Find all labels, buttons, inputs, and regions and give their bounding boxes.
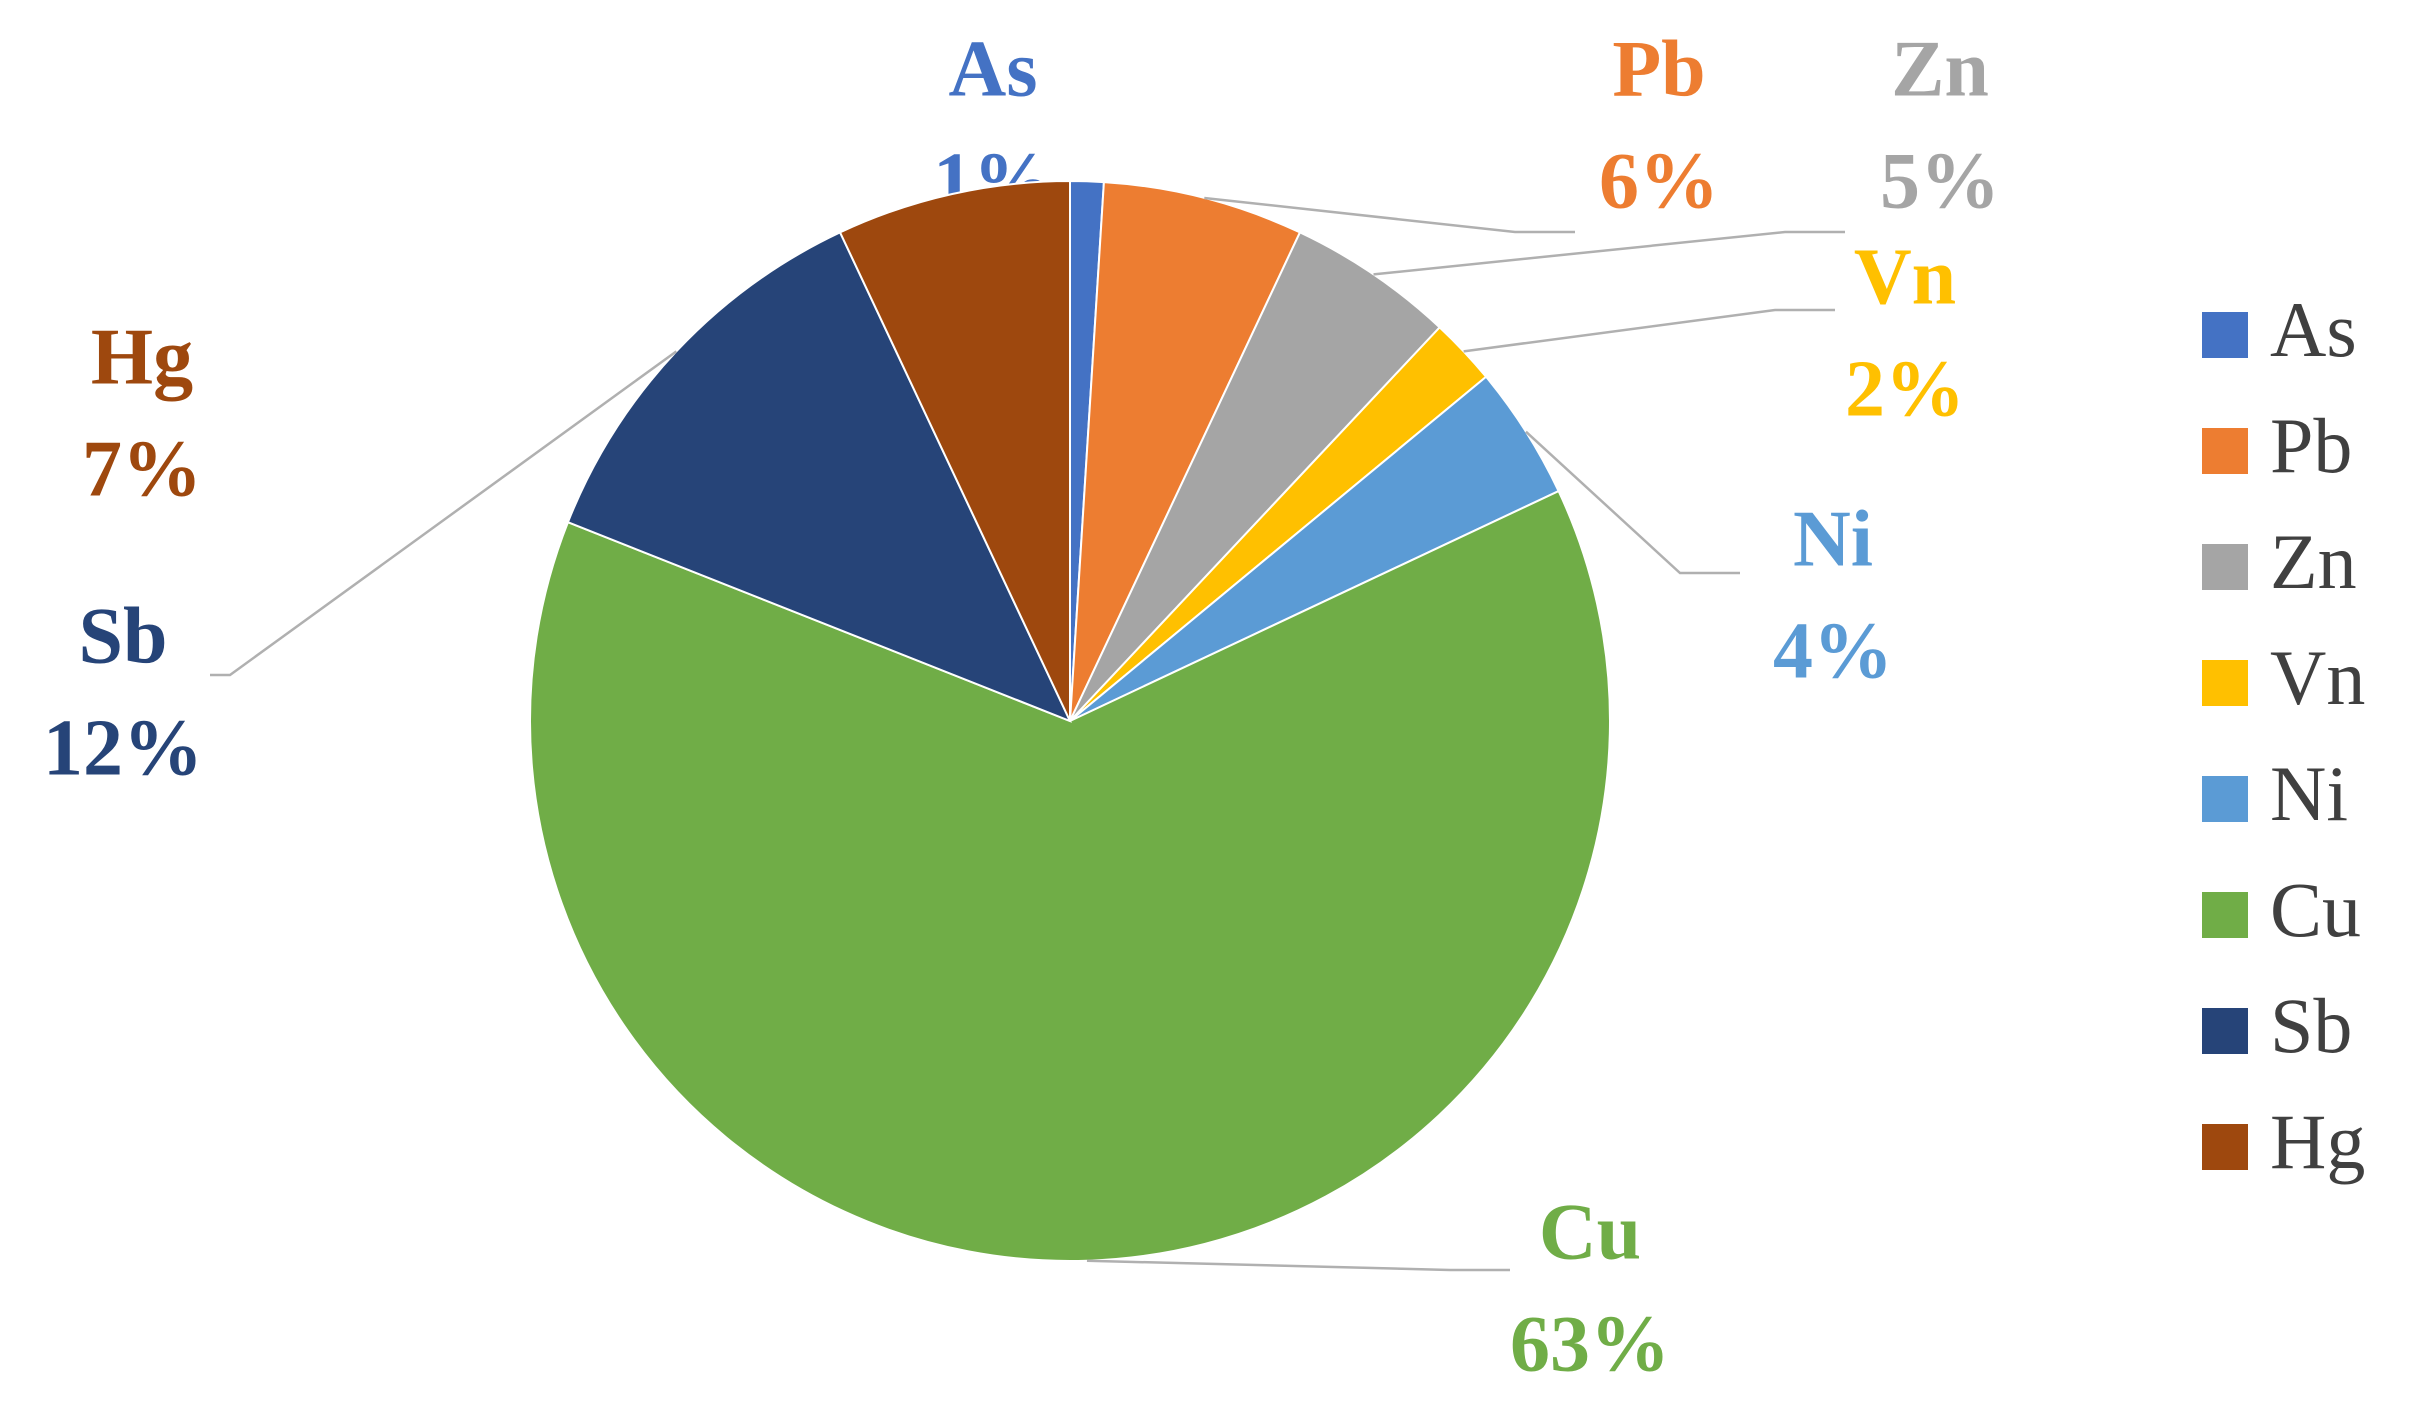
legend-label: As [2270,286,2357,373]
data-label-name: As [949,25,1038,113]
leader-line [1525,430,1740,575]
pie-slice [838,179,1071,722]
pie-slice [566,231,1072,723]
legend-label: Pb [2270,402,2352,489]
data-label-name: Vn [1854,233,1956,321]
legend-swatch [2202,428,2248,474]
leader-line [1204,196,1575,234]
data-label-name: Ni [1793,495,1873,583]
legend-swatch [2202,660,2248,706]
data-label-name: Pb [1612,25,1705,113]
data-label-value: 5% [1880,137,2000,225]
data-label-name: Zn [1891,25,1989,113]
legend-swatch [2202,1124,2248,1170]
data-label-value: 2% [1845,345,1965,433]
data-label-value: 6% [1599,137,1719,225]
data-label-name: Sb [79,592,168,680]
pie-slice [529,489,1611,1262]
data-label-name: Hg [91,313,193,401]
data-label-value: 12% [43,704,203,792]
pie-slice [1069,231,1442,722]
data-label-value: 7% [82,425,202,513]
legend-swatch [2202,544,2248,590]
leader-line [1463,308,1835,353]
legend-swatch [2202,776,2248,822]
leader-line [1373,230,1845,276]
legend-label: Ni [2270,750,2348,837]
legend-label: Vn [2270,634,2365,721]
legend-swatch [2202,892,2248,938]
pie-slice [1069,181,1302,722]
legend-label: Zn [2270,518,2357,605]
legend-swatch [2202,312,2248,358]
legend-label: Hg [2270,1098,2365,1185]
leader-line [1086,1259,1510,1272]
data-label-value: 4% [1773,607,1893,695]
legend-label: Sb [2270,982,2352,1069]
data-label-name: Cu [1539,1188,1641,1276]
legend-label: Cu [2270,866,2361,953]
data-label-value: 63% [1510,1300,1670,1388]
legend-swatch [2202,1008,2248,1054]
leader-line [210,350,678,677]
